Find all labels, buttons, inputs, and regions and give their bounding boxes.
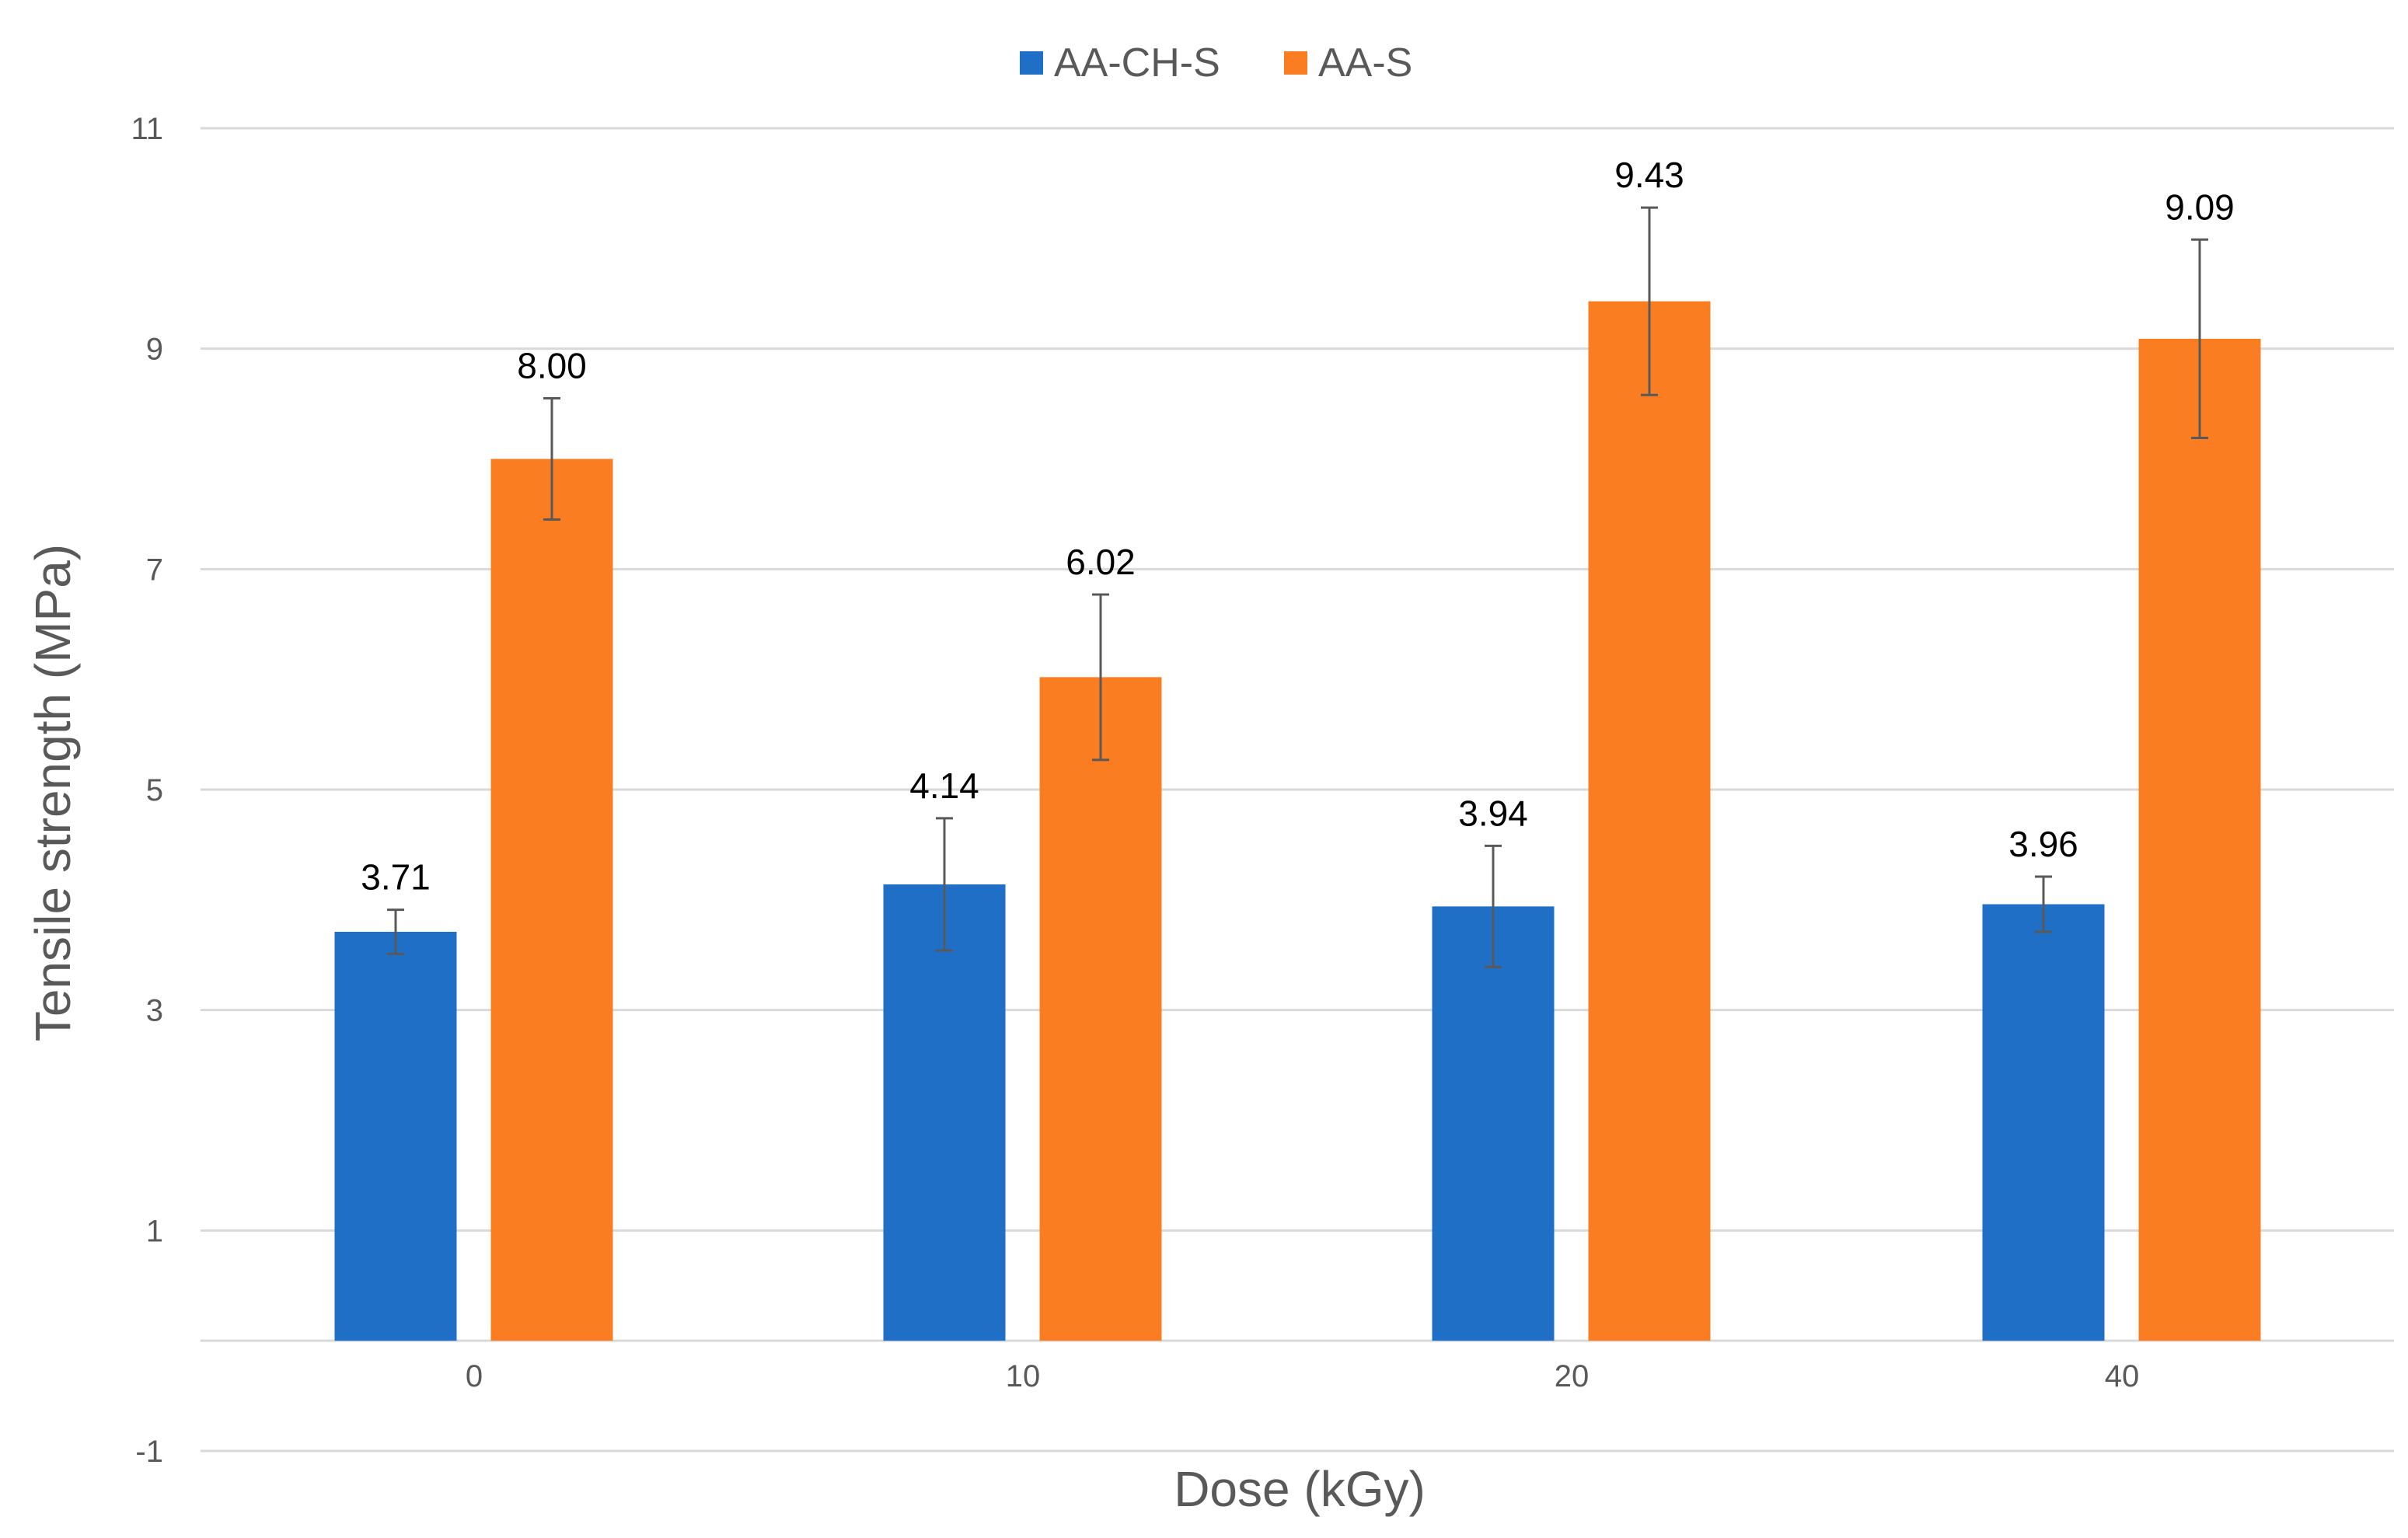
bar-AA-S-10 (1039, 677, 1162, 1341)
error-bars (387, 206, 2208, 968)
data-label-AA-S-10: 6.02 (1066, 542, 1136, 582)
data-label-AA-CH-S-40: 3.96 (2008, 824, 2078, 864)
legend-swatch-AA-CH-S (1020, 51, 1043, 75)
x-tick-label-0: 0 (466, 1359, 483, 1393)
bar-AA-CH-S-10 (883, 884, 1006, 1341)
bar-AA-S-40 (2138, 338, 2261, 1341)
y-tick-label: 5 (146, 773, 163, 807)
data-label-AA-CH-S-0: 3.71 (361, 857, 431, 898)
y-tick-label: 3 (146, 994, 163, 1028)
x-axis-ticks: 0 10 20 40 (466, 1359, 2139, 1393)
data-labels: 3.71 4.14 3.94 3.96 8.00 6.02 9.43 9.09 (361, 155, 2235, 897)
legend-label-AA-S: AA-S (1318, 40, 1412, 85)
y-axis-ticks: -1 1 3 5 7 9 11 (131, 112, 163, 1469)
y-tick-label: 9 (146, 333, 163, 367)
bar-AA-CH-S-40 (1982, 904, 2105, 1341)
y-tick-label: 1 (146, 1214, 163, 1248)
y-axis-title: Tensile strength (MPa) (25, 544, 81, 1041)
x-tick-label-40: 40 (2105, 1359, 2140, 1393)
bar-AA-S-0 (490, 459, 613, 1341)
x-tick-label-10: 10 (1006, 1359, 1041, 1393)
y-tick-label: 11 (131, 112, 163, 146)
data-label-AA-CH-S-10: 4.14 (909, 766, 979, 806)
x-axis-title: Dose (kGy) (1174, 1461, 1426, 1517)
x-tick-label-20: 20 (1555, 1359, 1590, 1393)
bar-AA-CH-S-20 (1432, 906, 1555, 1341)
legend-label-AA-CH-S: AA-CH-S (1054, 40, 1220, 85)
legend-swatch-AA-S (1284, 51, 1307, 75)
data-label-AA-CH-S-20: 3.94 (1458, 793, 1528, 833)
bar-AA-S-20 (1588, 301, 1711, 1341)
bars (334, 301, 2261, 1341)
data-label-AA-S-40: 9.09 (2165, 187, 2235, 227)
data-label-AA-S-0: 8.00 (517, 345, 587, 385)
y-tick-label: -1 (135, 1435, 163, 1469)
legend: AA-CH-S AA-S (1020, 40, 1412, 85)
bar-AA-CH-S-0 (334, 931, 457, 1341)
data-label-AA-S-20: 9.43 (1614, 155, 1684, 195)
y-tick-label: 7 (146, 553, 163, 587)
